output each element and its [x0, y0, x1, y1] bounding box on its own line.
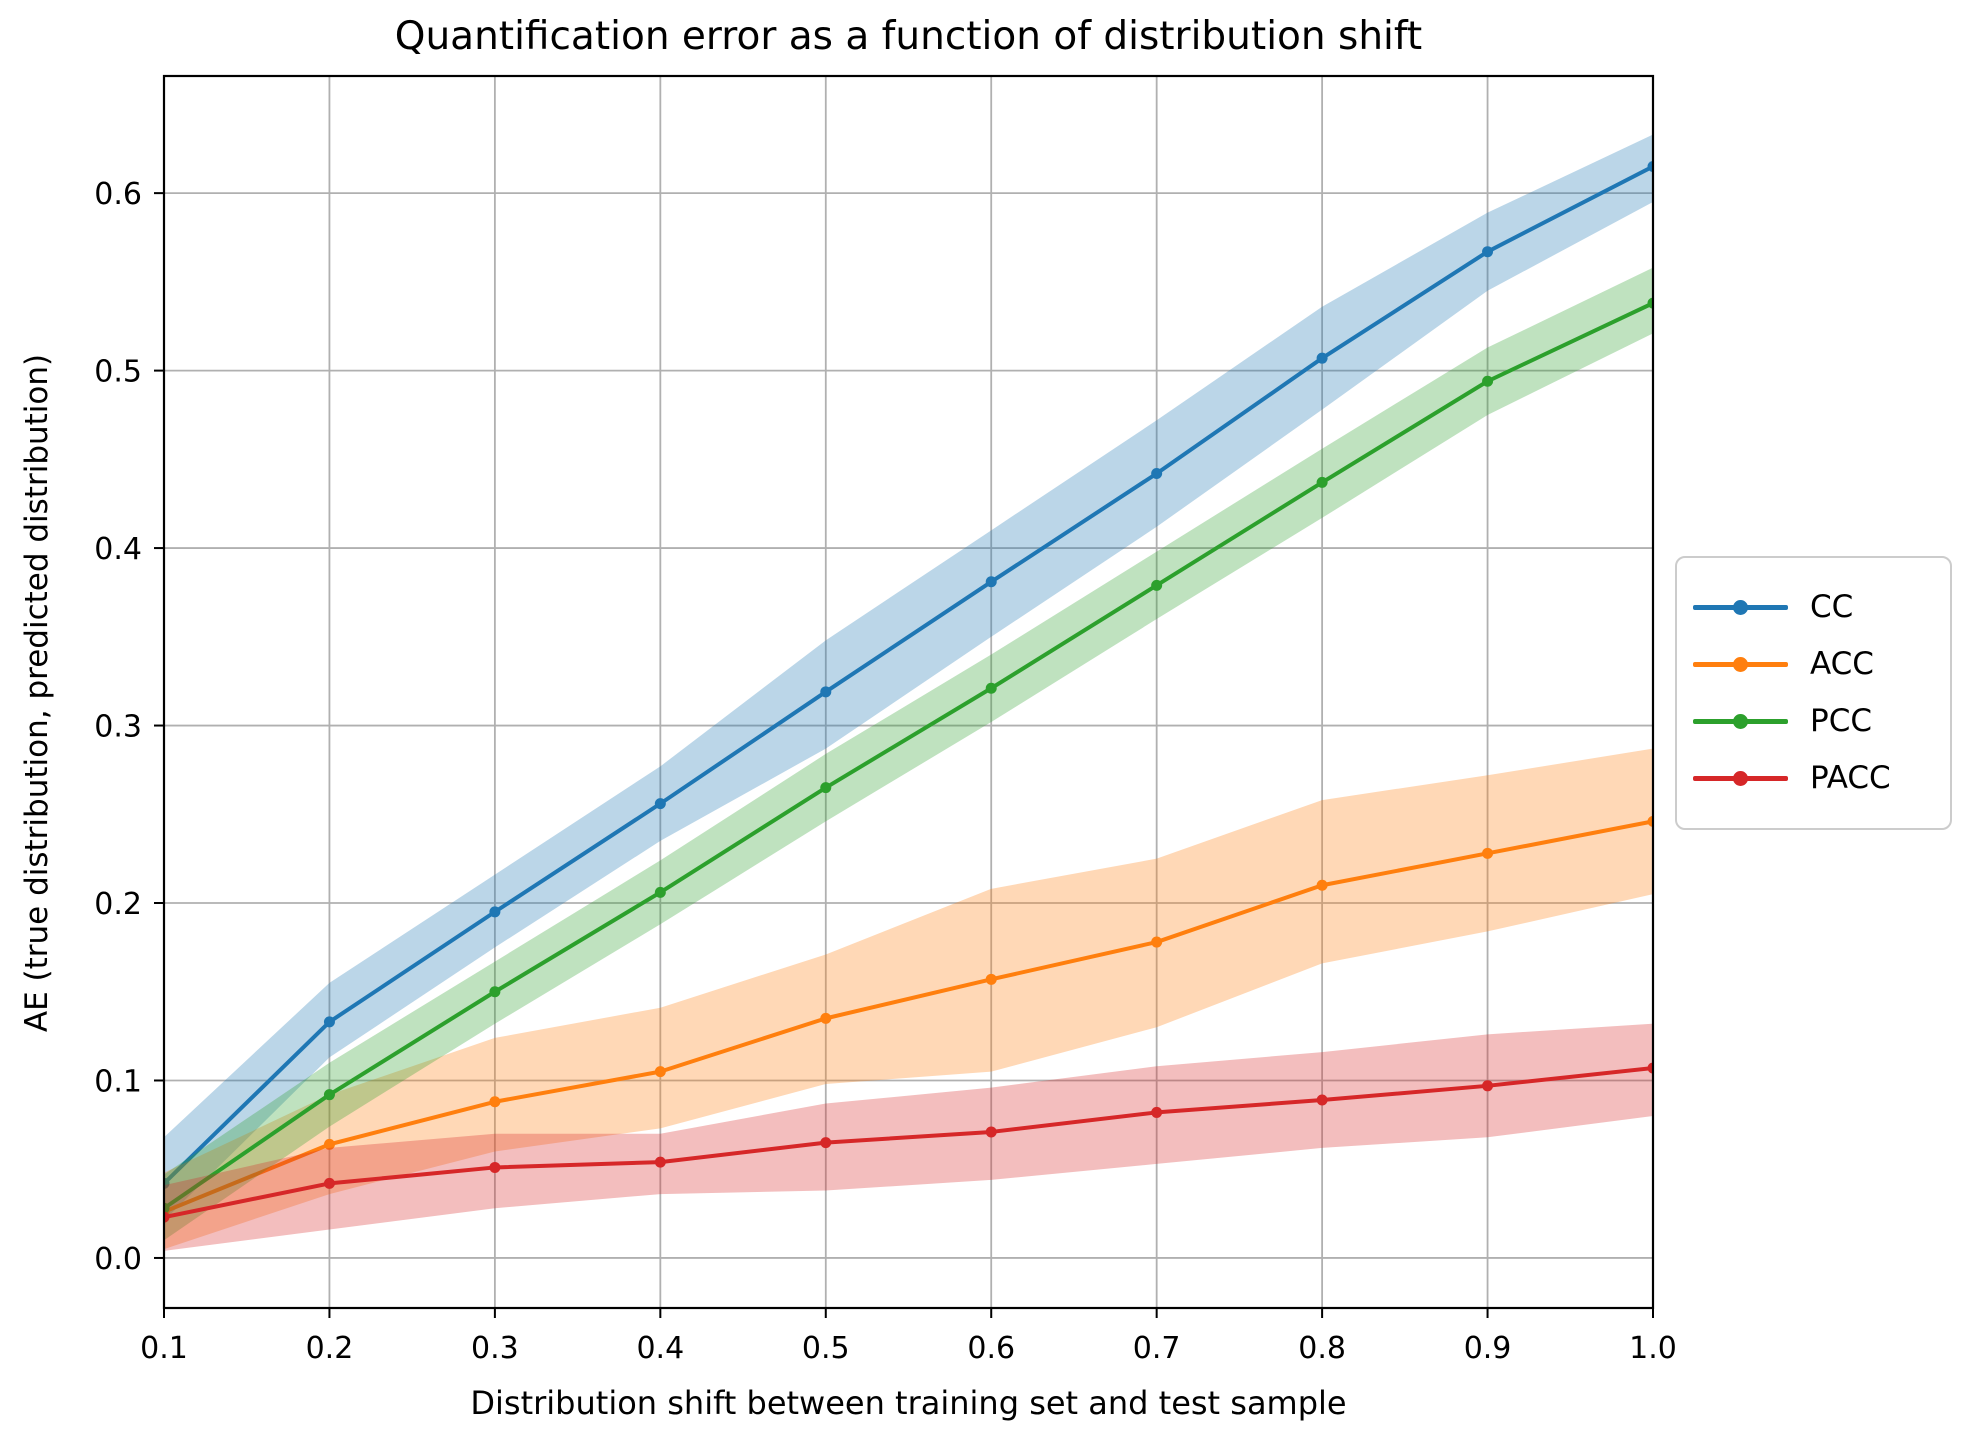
marker-acc	[1151, 936, 1163, 948]
marker-pcc	[164, 1202, 170, 1214]
marker-acc	[323, 1138, 335, 1150]
marker-acc	[654, 1066, 666, 1078]
marker-cc	[820, 686, 832, 698]
x-tick-label: 0.2	[306, 1331, 354, 1366]
plot-frame	[162, 74, 1655, 1310]
marker-cc	[1482, 246, 1494, 258]
marker-pacc	[1151, 1106, 1163, 1118]
marker-acc	[489, 1096, 501, 1108]
x-axis-label: Distribution shift between training set …	[470, 1384, 1347, 1422]
marker-acc	[985, 973, 997, 985]
series-cc	[164, 134, 1653, 1221]
legend-line-sample-pcc	[1693, 714, 1788, 729]
marker-pcc	[1482, 375, 1494, 387]
marker-cc	[164, 1177, 170, 1189]
legend-label-acc: ACC	[1810, 646, 1874, 682]
marker-acc	[820, 1012, 832, 1024]
marker-pcc	[1647, 297, 1653, 309]
y-tick-label: 0.5	[94, 355, 142, 390]
ticks	[154, 192, 1654, 1318]
tick-labels: 0.1 0.2 0.3 0.4 0.5 0.6 0.7 0.8 0.9 1.0 0.0 0.1 0.2 0…	[94, 177, 1677, 1366]
y-tick-label: 0.0	[94, 1242, 142, 1277]
legend-item-cc: CC	[1677, 592, 1950, 623]
marker-cc	[1647, 161, 1653, 173]
marker-pcc	[1316, 476, 1328, 488]
y-tick-label: 0.2	[94, 887, 142, 922]
x-tick-label: 0.8	[1298, 1331, 1346, 1366]
marker-cc	[654, 798, 666, 810]
marker-pacc	[164, 1211, 170, 1223]
series-band-pcc	[164, 267, 1653, 1241]
y-tick-label: 0.4	[94, 532, 142, 567]
marker-cc	[489, 906, 501, 918]
legend-item-acc: ACC	[1677, 649, 1950, 680]
series-line-pacc	[164, 1066, 1653, 1220]
marker-pacc	[489, 1161, 501, 1173]
series-pacc	[164, 1023, 1653, 1251]
x-tick-label: 0.9	[1464, 1331, 1512, 1366]
legend-item-pcc: PCC	[1677, 706, 1950, 737]
marker-pacc	[1316, 1094, 1328, 1106]
marker-acc	[1482, 847, 1494, 859]
x-tick-label: 0.3	[471, 1331, 519, 1366]
legend-label-pcc: PCC	[1810, 703, 1872, 739]
series-line-acc	[164, 819, 1653, 1214]
series-band-cc	[164, 134, 1653, 1221]
chart-title: Quantification error as a function of di…	[394, 14, 1423, 59]
marker-pacc	[1482, 1080, 1494, 1092]
y-tick-label: 0.6	[94, 177, 142, 212]
legend-line-sample-acc	[1693, 657, 1788, 672]
marker-cc	[323, 1016, 335, 1028]
marker-cc	[1316, 352, 1328, 364]
y-tick-label: 0.1	[94, 1064, 142, 1099]
legend: CC ACC PCC PACC	[1675, 556, 1952, 830]
marker-acc	[1316, 879, 1328, 891]
x-tick-label: 1.0	[1629, 1331, 1677, 1366]
x-tick-label: 0.4	[636, 1331, 684, 1366]
x-tick-label: 0.6	[967, 1331, 1015, 1366]
legend-label-pacc: PACC	[1810, 760, 1891, 796]
marker-pacc	[654, 1156, 666, 1168]
marker-pacc	[820, 1137, 832, 1149]
marker-pcc	[489, 986, 501, 998]
y-axis-label: AE (true distribution, predicted distrib…	[19, 353, 55, 1033]
legend-label-cc: CC	[1810, 589, 1854, 625]
marker-acc	[1647, 815, 1653, 827]
marker-pcc	[985, 682, 997, 694]
series-pcc	[164, 267, 1653, 1241]
marker-pacc	[323, 1177, 335, 1189]
marker-cc	[985, 576, 997, 588]
marker-pcc	[323, 1089, 335, 1101]
x-tick-label: 0.7	[1133, 1331, 1181, 1366]
marker-pcc	[654, 886, 666, 898]
marker-cc	[1151, 468, 1163, 480]
legend-item-pacc: PACC	[1677, 763, 1950, 794]
marker-pcc	[820, 782, 832, 794]
x-tick-label: 0.5	[802, 1331, 850, 1366]
x-tick-label: 0.1	[140, 1331, 188, 1366]
series-line-pcc	[164, 301, 1653, 1211]
legend-line-sample-pacc	[1693, 771, 1788, 786]
marker-pacc	[1647, 1062, 1653, 1074]
y-tick-label: 0.3	[94, 710, 142, 745]
marker-pcc	[1151, 579, 1163, 591]
marker-pacc	[985, 1126, 997, 1138]
series-line-cc	[164, 164, 1653, 1186]
legend-line-sample-cc	[1693, 600, 1788, 615]
